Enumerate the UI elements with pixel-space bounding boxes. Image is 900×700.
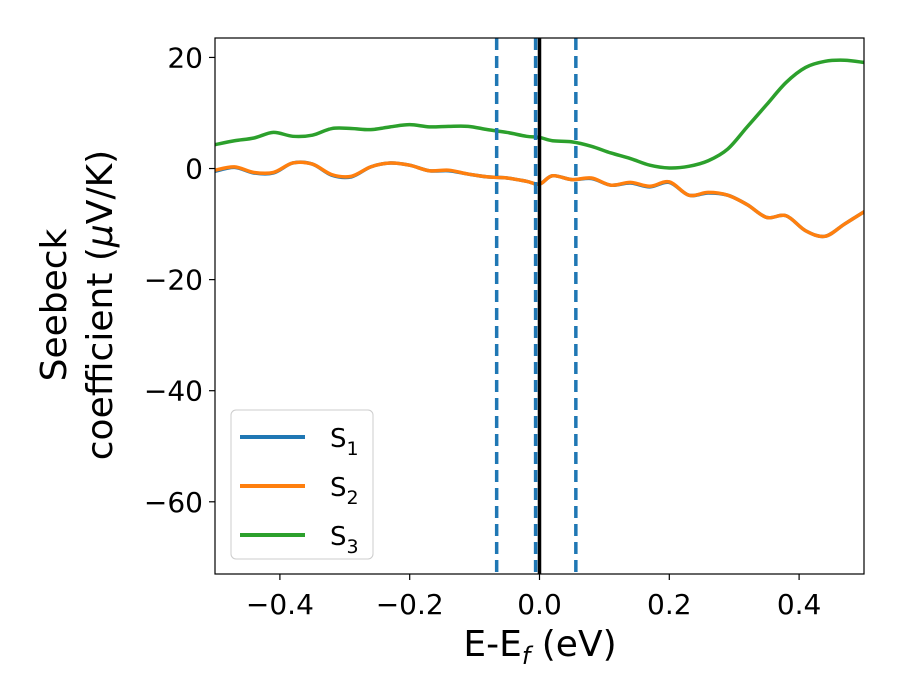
x-tick-label: −0.2	[376, 588, 444, 621]
y-axis-label-mu: μ	[80, 224, 121, 248]
plot-frame	[214, 37, 865, 575]
y-tick-label: 20	[167, 41, 203, 74]
y-axis-label-line2: coefficient (μV/K)	[80, 150, 121, 460]
legend-label-s3: S3	[330, 522, 359, 558]
legend-label-s1: S1	[330, 424, 359, 460]
x-tick-label: −0.4	[246, 588, 314, 621]
y-tick-label: 0	[185, 153, 203, 186]
x-axis-label: E-Ef (eV)	[463, 624, 616, 670]
x-tick-label: 0.0	[517, 588, 562, 621]
legend-label-s2: S2	[330, 473, 359, 509]
y-axis-label-unit: V/K)	[80, 150, 121, 224]
y-tick-label: −60	[144, 486, 203, 519]
x-axis-label-unit: (eV)	[530, 624, 616, 665]
y-axis-label-text: coefficient (	[80, 247, 121, 460]
y-tick-label: −40	[144, 375, 203, 408]
x-axis-label-main: E-E	[463, 624, 521, 665]
x-tick-label: 0.2	[647, 588, 692, 621]
y-tick-label: −20	[144, 264, 203, 297]
legend: S1 S2 S3	[230, 409, 374, 560]
x-tick-label: 0.4	[777, 588, 822, 621]
y-axis-label-line1: Seebeck	[34, 228, 75, 381]
